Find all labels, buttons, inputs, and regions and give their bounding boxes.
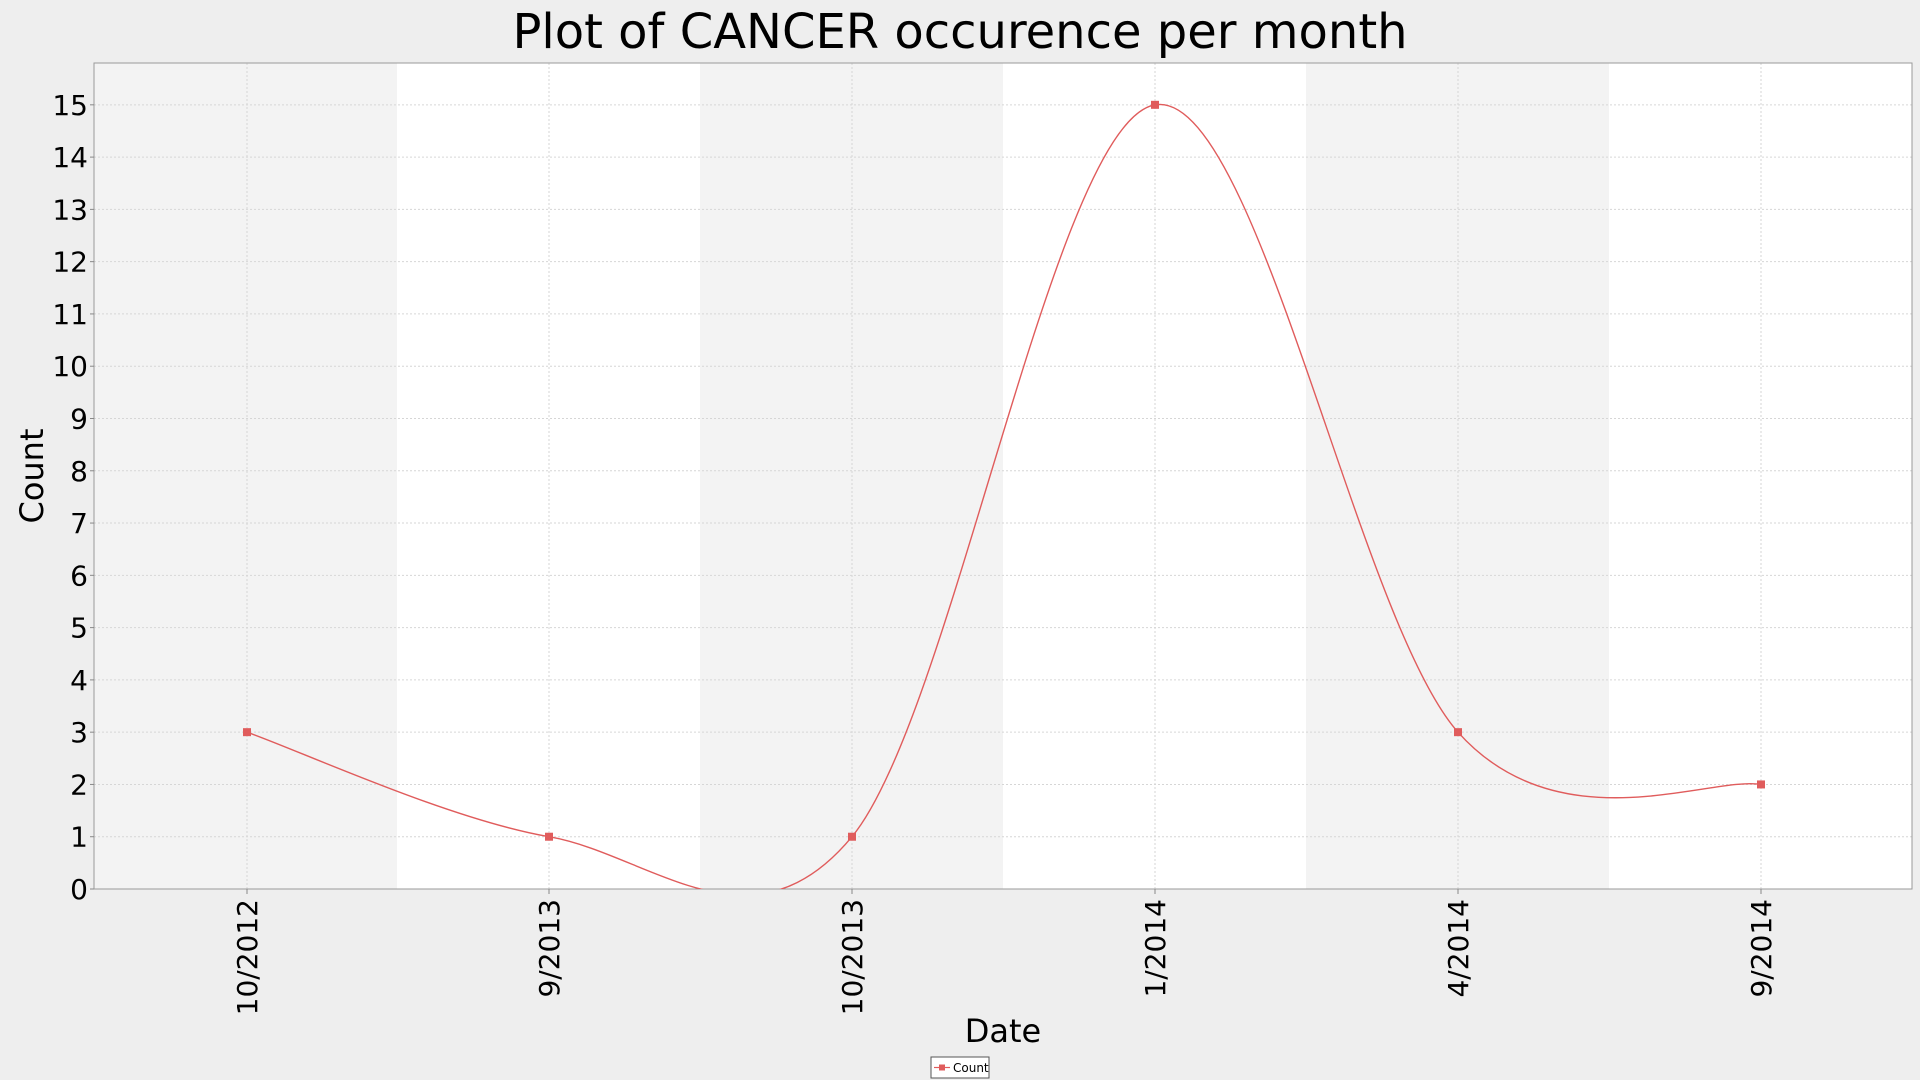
plot-bands [94, 63, 1912, 889]
y-tick-label: 5 [70, 612, 88, 645]
data-point [243, 728, 251, 737]
data-point [545, 832, 553, 841]
y-axis-label: Count [13, 428, 51, 523]
legend-box [930, 1056, 990, 1079]
x-axis-ticks: 10/2012 9/2013 10/2013 1/2014 4/2014 9/2014 [231, 889, 1778, 1015]
y-tick-label: 8 [70, 455, 88, 488]
y-tick-label: 4 [70, 664, 88, 697]
x-tick-label: 9/2013 [533, 899, 566, 998]
plot-band [94, 63, 397, 889]
x-tick-label: 1/2014 [1139, 899, 1172, 998]
plot-area-border [93, 62, 1913, 890]
y-tick-label: 2 [70, 768, 88, 801]
data-point [1757, 780, 1765, 789]
legend-marker [939, 1064, 945, 1071]
y-tick-label: 6 [70, 559, 88, 592]
x-tick-label: 10/2012 [231, 899, 264, 1015]
series-layer [243, 100, 1765, 889]
y-tick-label: 7 [70, 507, 88, 540]
data-point [1454, 728, 1462, 737]
chart-title: Plot of CANCER occurence per month [512, 4, 1407, 60]
y-tick-label: 3 [70, 716, 88, 749]
y-tick-label: 9 [70, 402, 88, 435]
y-tick-label: 0 [70, 873, 88, 906]
x-tick-label: 10/2013 [836, 899, 869, 1015]
x-tick-label: 9/2014 [1745, 899, 1778, 998]
y-tick-label: 14 [52, 141, 88, 174]
y-tick-label: 13 [52, 193, 88, 226]
data-point [1151, 100, 1159, 109]
legend: Count [930, 1056, 990, 1079]
y-tick-label: 15 [52, 89, 88, 122]
y-tick-label: 1 [70, 821, 88, 854]
data-point [848, 832, 856, 841]
y-tick-label: 10 [52, 350, 88, 383]
x-tick-label: 4/2014 [1442, 899, 1475, 998]
x-axis-label: Date [965, 1012, 1041, 1050]
legend-label: Count [953, 1061, 989, 1075]
y-tick-label: 12 [52, 246, 88, 279]
y-tick-label: 11 [52, 298, 88, 331]
